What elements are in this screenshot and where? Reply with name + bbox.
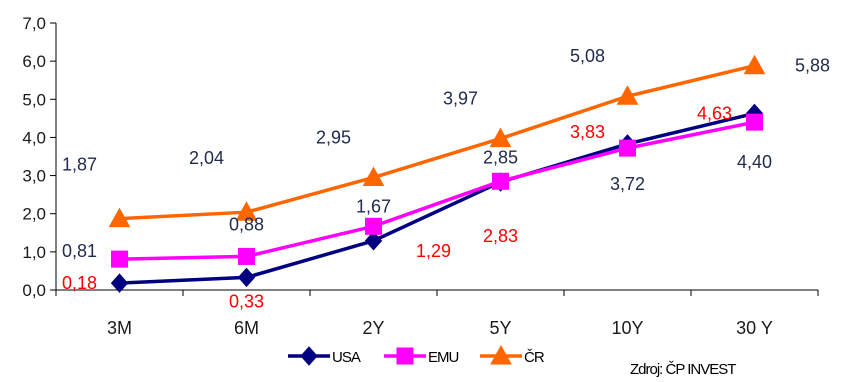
data-point-emu <box>111 250 128 268</box>
data-label-r: 2,95 <box>316 127 351 147</box>
data-label-usa: 0,18 <box>62 273 97 293</box>
data-label-usa: 1,29 <box>416 241 451 261</box>
data-point-emu <box>746 113 763 131</box>
y-tick-label: 6,0 <box>22 52 46 71</box>
data-point-emu <box>492 172 509 190</box>
legend-label-usa: USA <box>332 349 361 366</box>
chart-source: Zdroj: ČP INVEST <box>630 361 736 378</box>
data-label-emu: 1,67 <box>356 196 391 216</box>
data-label-usa: 0,33 <box>229 291 264 311</box>
data-label-r: 1,87 <box>62 155 97 175</box>
data-label-usa: 2,83 <box>483 226 518 246</box>
y-tick-label: 5,0 <box>22 90 46 109</box>
data-label-emu: 3,72 <box>610 174 645 194</box>
y-tick-label: 4,0 <box>22 128 46 147</box>
data-label-emu: 2,85 <box>483 147 518 167</box>
y-tick-label: 0,0 <box>22 281 46 300</box>
data-label-r: 5,08 <box>570 46 605 66</box>
x-tick-label: 10Y <box>611 318 643 338</box>
x-tick-label: 2Y <box>362 318 384 338</box>
data-point-usa <box>110 273 129 293</box>
legend-marker-r <box>490 344 512 365</box>
y-tick-label: 2,0 <box>22 205 46 224</box>
legend-label-r: ČR <box>524 349 545 366</box>
y-tick-label: 7,0 <box>22 14 46 33</box>
legend-label-emu: EMU <box>428 349 459 366</box>
data-point-usa <box>237 267 256 288</box>
y-tick-label: 1,0 <box>22 243 46 262</box>
x-tick-label: 6M <box>234 318 259 338</box>
data-point-emu <box>365 217 382 235</box>
data-point-r <box>362 166 385 186</box>
data-label-emu: 4,40 <box>737 152 772 172</box>
data-point-emu <box>619 139 636 157</box>
x-tick-label: 5Y <box>489 318 511 338</box>
series-line-usa <box>119 111 755 285</box>
data-label-r: 5,88 <box>795 56 830 76</box>
data-point-r <box>616 85 639 105</box>
data-point-r <box>489 127 512 148</box>
data-point-usa <box>364 231 383 251</box>
x-tick-label: 3M <box>107 318 132 338</box>
data-label-r: 3,97 <box>443 89 478 109</box>
data-point-emu <box>238 247 255 265</box>
data-point-r <box>108 207 131 228</box>
data-point-r <box>743 54 766 75</box>
data-label-usa: 4,63 <box>697 103 732 123</box>
legend-marker-usa <box>300 346 318 366</box>
x-tick-label: 30 Y <box>736 318 773 338</box>
legend-marker-emu <box>396 347 414 365</box>
data-label-usa: 3,83 <box>570 122 605 142</box>
series-line-r <box>119 64 755 221</box>
series-line-emu <box>119 120 755 261</box>
y-tick-label: 3,0 <box>22 167 46 186</box>
data-point-r <box>235 201 258 221</box>
data-label-emu: 0,88 <box>229 214 264 234</box>
data-label-emu: 0,81 <box>62 241 97 261</box>
data-label-r: 2,04 <box>189 148 224 168</box>
